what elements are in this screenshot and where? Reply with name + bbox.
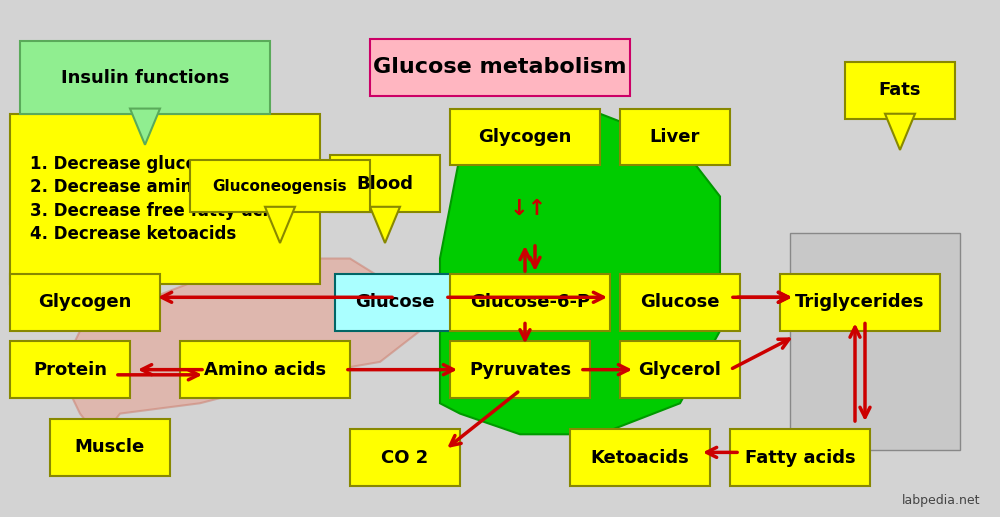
FancyBboxPatch shape	[620, 341, 740, 398]
Text: ↓↑: ↓↑	[509, 200, 547, 219]
FancyBboxPatch shape	[350, 429, 460, 486]
Text: Glycerol: Glycerol	[639, 361, 721, 378]
Polygon shape	[370, 207, 400, 243]
Text: Amino acids: Amino acids	[204, 361, 326, 378]
Text: Triglycerides: Triglycerides	[795, 294, 925, 311]
Polygon shape	[130, 109, 160, 145]
Text: Insulin functions: Insulin functions	[61, 69, 229, 86]
FancyBboxPatch shape	[180, 341, 350, 398]
Text: Glycogen: Glycogen	[478, 128, 572, 146]
Polygon shape	[885, 114, 915, 150]
FancyBboxPatch shape	[330, 155, 440, 212]
FancyBboxPatch shape	[780, 274, 940, 331]
Text: Pyruvates: Pyruvates	[469, 361, 571, 378]
Text: Gluconeogensis: Gluconeogensis	[213, 178, 347, 194]
FancyBboxPatch shape	[620, 109, 730, 165]
FancyBboxPatch shape	[450, 341, 590, 398]
FancyBboxPatch shape	[790, 233, 960, 450]
Text: Ketoacids: Ketoacids	[591, 449, 689, 466]
Text: 1. Decrease glucose
2. Decrease amino acids
3. Decrease free fatty acids
4. Decr: 1. Decrease glucose 2. Decrease amino ac…	[30, 155, 290, 244]
Polygon shape	[440, 114, 720, 434]
Polygon shape	[60, 258, 420, 439]
FancyBboxPatch shape	[335, 274, 455, 331]
FancyBboxPatch shape	[570, 429, 710, 486]
FancyBboxPatch shape	[370, 39, 630, 96]
Text: Glucose metabolism: Glucose metabolism	[373, 57, 627, 77]
Text: Liver: Liver	[650, 128, 700, 146]
Text: labpedia.net: labpedia.net	[902, 494, 980, 507]
Text: Glucose: Glucose	[640, 294, 720, 311]
FancyBboxPatch shape	[620, 274, 740, 331]
Text: Glycogen: Glycogen	[38, 294, 132, 311]
FancyBboxPatch shape	[450, 109, 600, 165]
FancyBboxPatch shape	[10, 341, 130, 398]
Text: Protein: Protein	[33, 361, 107, 378]
FancyBboxPatch shape	[730, 429, 870, 486]
FancyBboxPatch shape	[190, 160, 370, 212]
Polygon shape	[265, 207, 295, 243]
FancyBboxPatch shape	[450, 274, 610, 331]
Text: Blood: Blood	[356, 175, 414, 192]
FancyBboxPatch shape	[50, 419, 170, 476]
Text: Fatty acids: Fatty acids	[745, 449, 855, 466]
Text: Muscle: Muscle	[75, 438, 145, 456]
Text: Fats: Fats	[879, 82, 921, 99]
FancyBboxPatch shape	[20, 41, 270, 114]
FancyBboxPatch shape	[845, 62, 955, 119]
Text: Glucose: Glucose	[355, 294, 435, 311]
FancyBboxPatch shape	[10, 114, 320, 284]
Text: Glucose-6-P: Glucose-6-P	[470, 294, 590, 311]
FancyBboxPatch shape	[10, 274, 160, 331]
Text: CO 2: CO 2	[381, 449, 429, 466]
